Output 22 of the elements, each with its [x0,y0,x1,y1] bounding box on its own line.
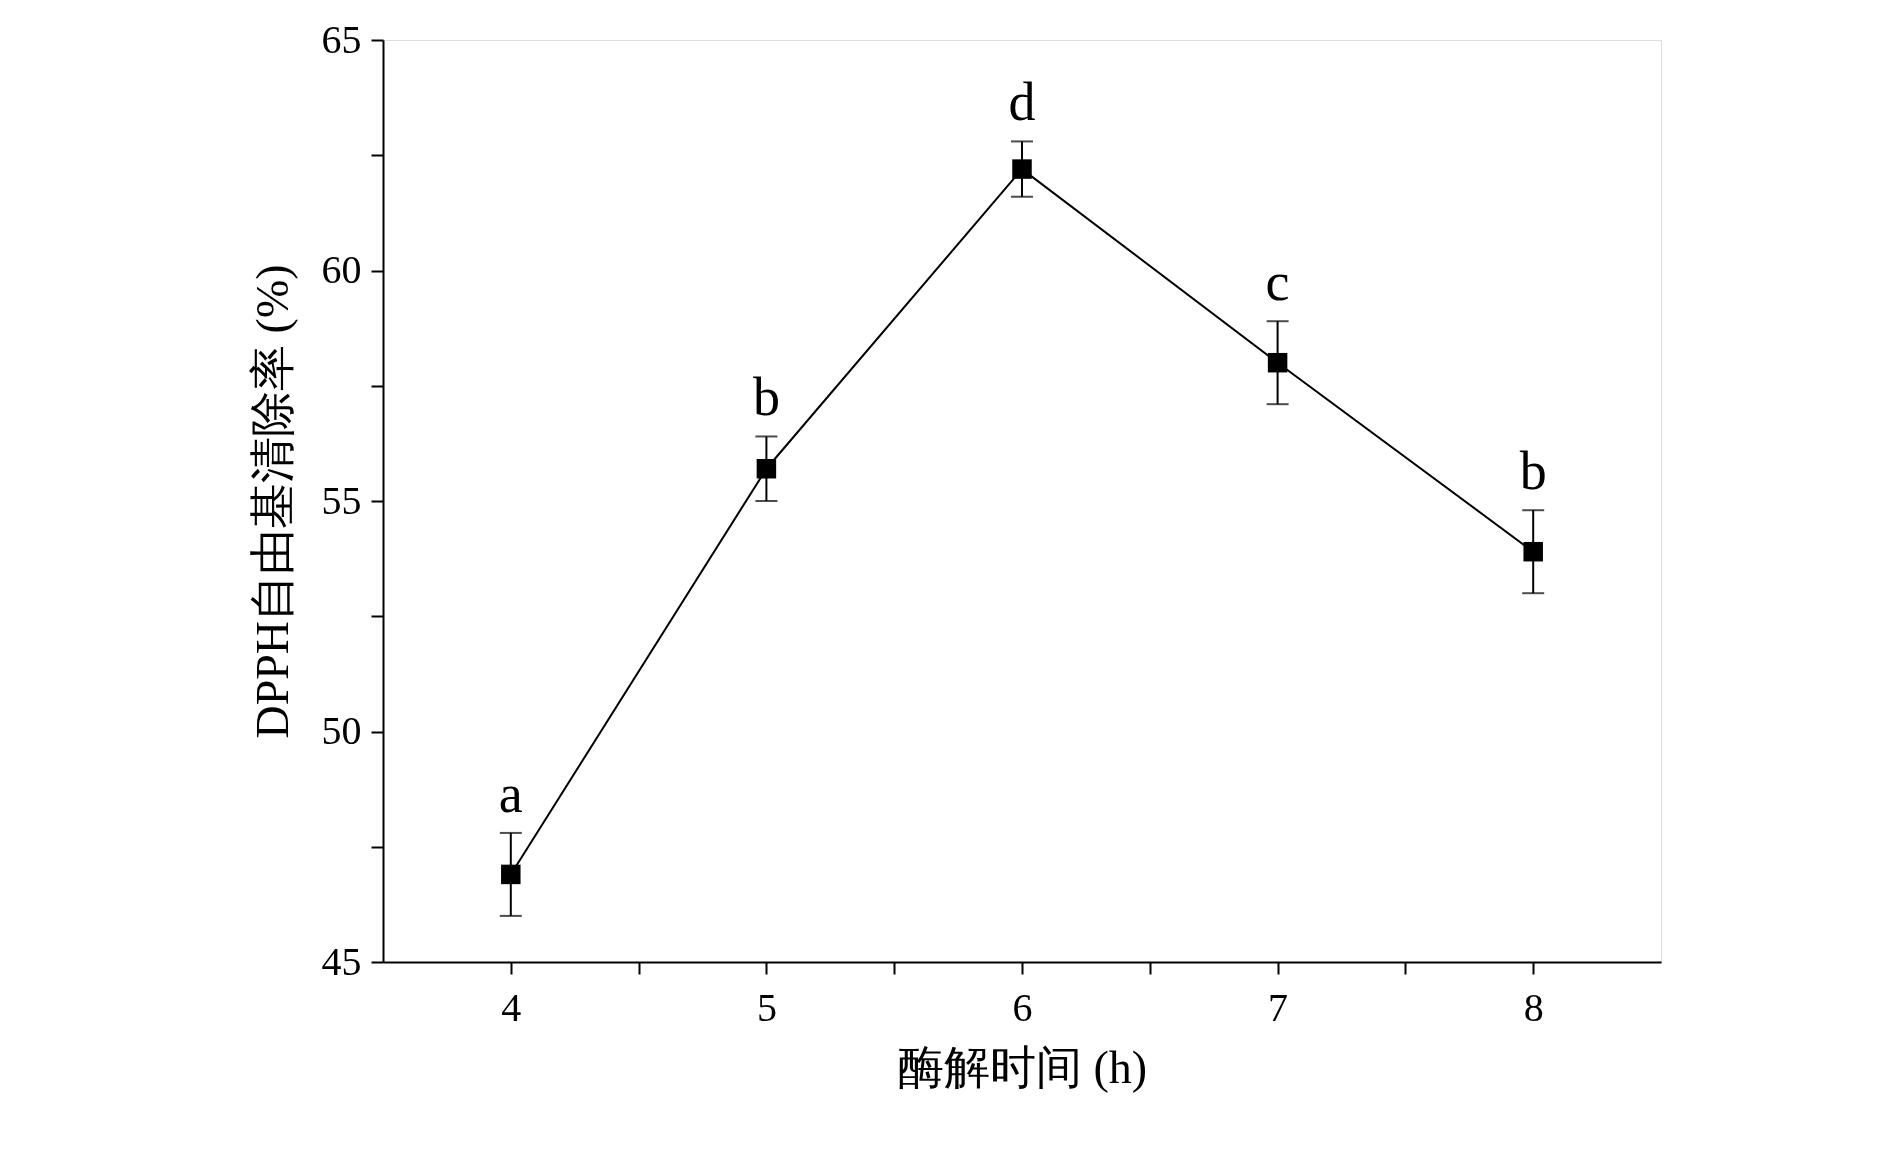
y-tick-label: 50 [321,708,362,753]
annotation: a [498,763,523,824]
x-axis-title: 酶解时间 (h) [897,1041,1148,1093]
point [1523,541,1543,562]
x-tick-label: 8 [1523,984,1544,1030]
y-tick-label: 65 [321,16,362,62]
annotation: d [1008,72,1036,133]
y-tick-label: 55 [321,477,362,523]
y-tick-label: 60 [321,247,362,292]
x-tick-label: 6 [1012,984,1033,1030]
annotation: c [1265,252,1290,313]
annotation: b [752,367,780,428]
x-tick-label: 4 [501,984,522,1030]
annotation: b [1519,441,1547,502]
y-tick-label: 45 [321,938,362,984]
x-tick-label: 5 [756,984,777,1030]
y-axis-title: DPPH自由基清除率 (%) [246,264,298,739]
point [1267,352,1288,373]
point [1012,159,1032,179]
point [756,458,777,479]
point [501,864,521,885]
x-tick-label: 7 [1268,984,1289,1030]
